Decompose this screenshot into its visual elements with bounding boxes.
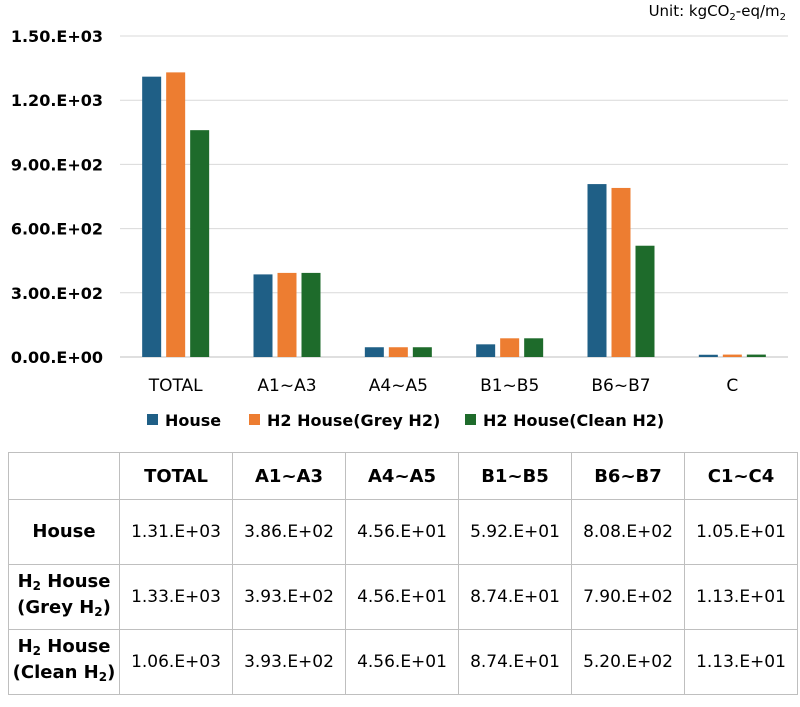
x-tick-label: A1~A3 [257, 376, 316, 396]
x-tick-label: A4~A5 [369, 376, 428, 396]
table-cell: 5.20.E+02 [571, 629, 685, 695]
bar [635, 245, 655, 357]
row-label-h2-house-clean: H2 House (Clean H2) [8, 629, 120, 695]
table-cell: 1.33.E+03 [119, 564, 233, 630]
table-header-cell: B6~B7 [571, 452, 685, 500]
bar [412, 347, 432, 357]
bar [301, 272, 321, 357]
legend-label: House [165, 411, 221, 430]
bar [587, 184, 607, 357]
legend-label: H2 House(Grey H2) [267, 411, 440, 430]
bar [142, 76, 162, 357]
legend-swatch [147, 414, 158, 425]
bar [524, 338, 544, 357]
bar [277, 272, 297, 357]
unit-label: Unit: kgCO2-eq/m2 [648, 2, 786, 23]
table-cell: 1.05.E+01 [684, 499, 798, 565]
x-tick-label: B6~B7 [591, 376, 650, 396]
y-tick-label: 9.00.E+02 [11, 155, 103, 174]
table-row: House 1.31.E+03 3.86.E+02 4.56.E+01 5.92… [8, 499, 798, 565]
bar [190, 130, 210, 357]
table-cell: 1.13.E+01 [684, 564, 798, 630]
bar [611, 187, 631, 357]
row-label-h2-house-grey: H2 House (Grey H2) [8, 564, 120, 630]
table-cell: 3.86.E+02 [232, 499, 346, 565]
y-tick-label: 1.20.E+03 [11, 91, 103, 110]
bar [698, 354, 718, 357]
x-tick-label: TOTAL [148, 376, 203, 396]
bar [500, 338, 520, 357]
row-label-house: House [8, 499, 120, 565]
bar [476, 344, 496, 357]
bar [388, 347, 408, 357]
table-cell: 7.90.E+02 [571, 564, 685, 630]
table-row: H2 House (Grey H2) 1.33.E+03 3.93.E+02 4… [8, 564, 798, 630]
table-row: H2 House (Clean H2) 1.06.E+03 3.93.E+02 … [8, 629, 798, 695]
y-tick-label: 3.00.E+02 [11, 284, 103, 303]
table-cell: 3.93.E+02 [232, 564, 346, 630]
table-cell: 4.56.E+01 [345, 629, 459, 695]
x-tick-label: B1~B5 [480, 376, 539, 396]
legend-swatch [465, 414, 476, 425]
bar [253, 274, 273, 357]
bar-chart: 0.00.E+00 3.00.E+02 6.00.E+02 9.00.E+02 1.20… [11, 27, 788, 430]
legend-swatch [249, 414, 260, 425]
table-header-cell: TOTAL [119, 452, 233, 500]
data-table: TOTAL A1~A3 A4~A5 B1~B5 B6~B7 C1~C4 Hous… [8, 452, 798, 695]
legend-label: H2 House(Clean H2) [483, 411, 664, 430]
x-tick-label: C [726, 376, 738, 396]
table-cell: 1.06.E+03 [119, 629, 233, 695]
y-tick-label: 0.00.E+00 [11, 348, 103, 367]
bar [166, 72, 186, 357]
table-header-cell: B1~B5 [458, 452, 572, 500]
y-tick-label: 6.00.E+02 [11, 220, 103, 239]
table-cell: 4.56.E+01 [345, 564, 459, 630]
table-corner-cell [8, 452, 120, 500]
table-cell: 5.92.E+01 [458, 499, 572, 565]
bar [722, 354, 742, 357]
table-cell: 8.74.E+01 [458, 564, 572, 630]
table-header-cell: A1~A3 [232, 452, 346, 500]
bar [746, 354, 766, 357]
table-cell: 1.31.E+03 [119, 499, 233, 565]
table-cell: 1.13.E+01 [684, 629, 798, 695]
table-cell: 3.93.E+02 [232, 629, 346, 695]
table-cell: 8.74.E+01 [458, 629, 572, 695]
table-header-cell: A4~A5 [345, 452, 459, 500]
table-cell: 4.56.E+01 [345, 499, 459, 565]
bar [364, 347, 384, 357]
y-tick-label: 1.50.E+03 [11, 27, 103, 46]
table-header-cell: C1~C4 [684, 452, 798, 500]
table-cell: 8.08.E+02 [571, 499, 685, 565]
